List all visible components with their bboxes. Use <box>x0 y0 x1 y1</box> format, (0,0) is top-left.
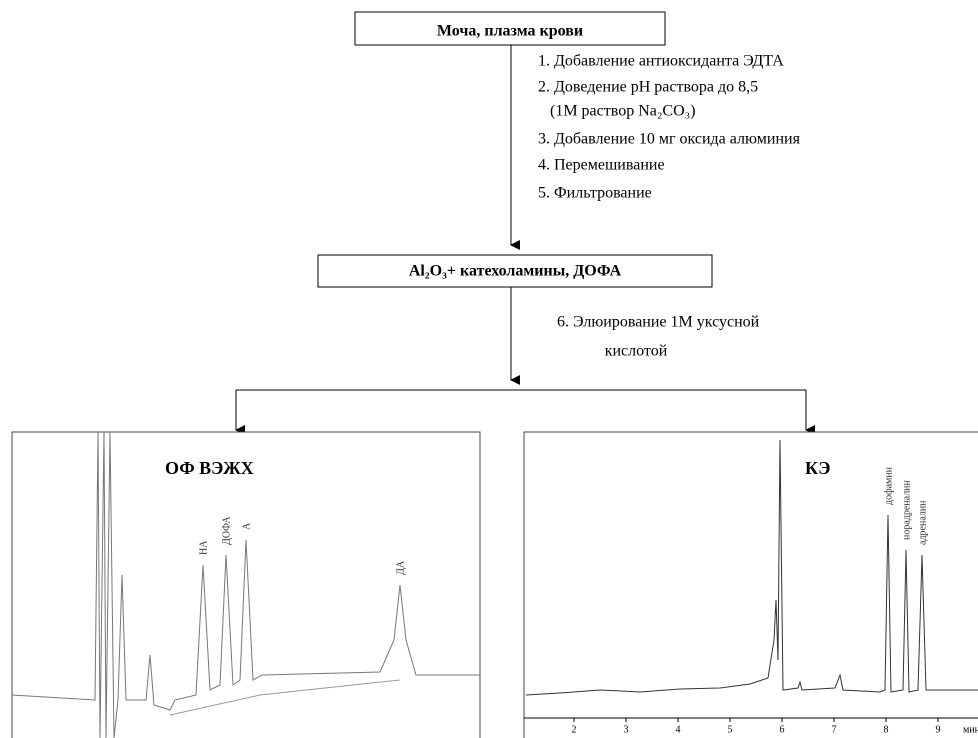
peak-label: дофамин <box>883 466 894 505</box>
tick-label: 6 <box>780 724 785 735</box>
tick-label: 5 <box>728 724 733 735</box>
tick-label: 3 <box>624 724 629 735</box>
panel-title: КЭ <box>805 458 830 478</box>
tick-label: 4 <box>676 724 681 735</box>
trace <box>525 439 978 696</box>
intermediate-box <box>317 254 713 288</box>
peak-label: ДА <box>395 560 406 575</box>
step: кислотой <box>605 343 668 360</box>
peak-label: ДОФА <box>221 516 232 545</box>
step: 3. Добавление 10 мг оксида алюминия <box>538 131 801 148</box>
tick-label: 9 <box>936 724 941 735</box>
source-box <box>354 11 666 46</box>
tick-label: 7 <box>832 724 837 735</box>
peak-label: НА <box>198 540 209 555</box>
step: 4. Перемешивание <box>538 157 665 174</box>
peak-label: адреналин <box>917 500 928 545</box>
x-label: мин <box>963 724 978 735</box>
step: 2. Доведение pH раствора до 8,5 <box>538 79 758 96</box>
peak-label: А <box>241 522 252 530</box>
trace <box>11 431 480 738</box>
ce-panel: КЭ дофамин норадреналин адреналин мин <box>523 431 978 738</box>
panel-title: ОФ ВЭЖХ <box>165 458 254 478</box>
panel-frame <box>523 431 978 738</box>
tick-label: 2 <box>572 724 577 735</box>
intermediate-label: Al₂O₃+ катехоламины, ДОФА <box>409 263 622 280</box>
tick-label: 8 <box>884 724 889 735</box>
peak-label: норадреналин <box>901 479 912 540</box>
step: 6. Элюирование 1М уксусной <box>557 314 760 331</box>
panel-frame <box>11 431 481 738</box>
hplc-panel: ОФ ВЭЖХ НА ДОФА А ДА <box>11 431 481 738</box>
step: (1М раствор Na₂CO₃) <box>550 103 696 120</box>
baseline <box>169 679 401 716</box>
step: 5. Фильтрование <box>538 185 652 202</box>
step: 1. Добавление антиоксиданта ЭДТА <box>538 53 784 70</box>
source-label: Моча, плазма крови <box>437 23 583 40</box>
